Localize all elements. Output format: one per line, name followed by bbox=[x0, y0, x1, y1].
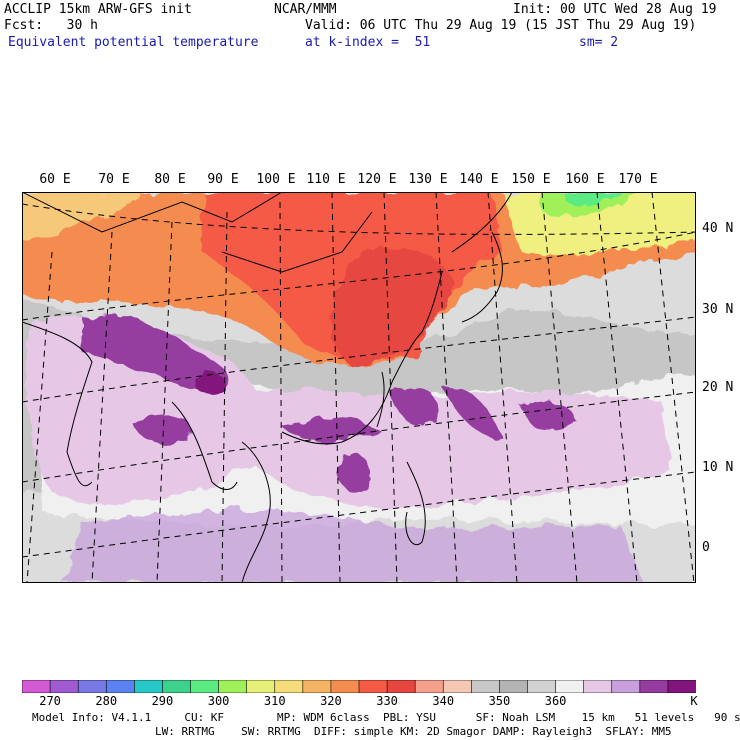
colorbar-swatch bbox=[190, 680, 220, 693]
colorbar-swatch bbox=[471, 680, 501, 693]
lon-label-150e: 150 E bbox=[511, 172, 551, 187]
colorbar-swatch bbox=[583, 680, 613, 693]
model-info-line: Model Info: V4.1.1 CU: KF MP: WDM 6class… bbox=[32, 711, 740, 724]
colorbar-tick-label: 340 bbox=[432, 694, 455, 708]
lon-label-110e: 110 E bbox=[306, 172, 346, 187]
colorbar-unit-label: K bbox=[690, 694, 698, 708]
colorbar-swatch bbox=[22, 680, 51, 693]
colorbar-swatch bbox=[49, 680, 79, 693]
colorbar-swatch bbox=[218, 680, 248, 693]
colorbar-swatch bbox=[527, 680, 557, 693]
lon-label-120e: 120 E bbox=[357, 172, 397, 187]
lon-label-140e: 140 E bbox=[459, 172, 499, 187]
lon-label-170e: 170 E bbox=[618, 172, 658, 187]
colorbar-swatch bbox=[134, 680, 164, 693]
colorbar-tick-label: 300 bbox=[207, 694, 230, 708]
colorbar-tick-label: 270 bbox=[39, 694, 61, 708]
colorbar-swatch bbox=[105, 680, 136, 693]
color-scale-bar bbox=[22, 680, 696, 693]
forecast-hour: Fcst: 30 h bbox=[4, 18, 98, 33]
colorbar-swatch bbox=[358, 680, 388, 693]
colorbar-swatch bbox=[414, 680, 445, 693]
lon-label-100e: 100 E bbox=[256, 172, 296, 187]
physics-info-line: LW: RRTMG SW: RRTMG DIFF: simple KM: 2D … bbox=[155, 725, 672, 738]
colorbar-tick-label: 280 bbox=[95, 694, 118, 708]
lon-label-130e: 130 E bbox=[408, 172, 448, 187]
colorbar-swatch bbox=[77, 680, 108, 693]
colorbar-swatch bbox=[611, 680, 641, 693]
colorbar-tick-label: 360 bbox=[544, 694, 567, 708]
graticule bbox=[22, 192, 696, 583]
colorbar-swatch bbox=[499, 680, 529, 693]
lat-label-0: 0 bbox=[702, 540, 710, 555]
init-time: Init: 00 UTC Wed 28 Aug 19 bbox=[513, 2, 717, 17]
smoothing-label: sm= 2 bbox=[579, 35, 619, 50]
colorbar-swatch bbox=[639, 680, 669, 693]
model-title: ACCLIP 15km ARW-GFS init bbox=[4, 2, 192, 17]
colorbar-swatch bbox=[442, 680, 473, 693]
colorbar-tick-label: 310 bbox=[263, 694, 286, 708]
colorbar-swatch bbox=[555, 680, 585, 693]
colorbar-tick-label: 330 bbox=[376, 694, 398, 708]
shaded-field bbox=[22, 192, 696, 583]
lat-label-40n: 40 N bbox=[702, 221, 734, 236]
colorbar-swatch bbox=[386, 680, 416, 693]
lon-label-90e: 90 E bbox=[207, 172, 239, 187]
lon-label-160e: 160 E bbox=[565, 172, 605, 187]
lat-label-10n: 10 N bbox=[702, 460, 734, 475]
lat-label-30n: 30 N bbox=[702, 302, 734, 317]
lon-label-60e: 60 E bbox=[39, 172, 71, 187]
colorbar-tick-label: 290 bbox=[151, 694, 174, 708]
field-name: Equivalent potential temperature bbox=[8, 35, 259, 50]
lon-label-70e: 70 E bbox=[98, 172, 130, 187]
organization-label: NCAR/MMM bbox=[274, 2, 337, 17]
colorbar-swatch bbox=[667, 680, 696, 693]
coastlines bbox=[22, 192, 513, 583]
map-frame bbox=[22, 192, 696, 583]
lat-label-20n: 20 N bbox=[702, 380, 734, 395]
colorbar-swatch bbox=[162, 680, 192, 693]
colorbar-swatch bbox=[246, 680, 276, 693]
theta-e-map bbox=[22, 192, 696, 583]
lon-label-80e: 80 E bbox=[154, 172, 186, 187]
valid-time: Valid: 06 UTC Thu 29 Aug 19 (15 JST Thu … bbox=[305, 18, 697, 33]
colorbar-tick-label: 320 bbox=[320, 694, 342, 708]
colorbar-swatch bbox=[330, 680, 360, 693]
colorbar-tick-label: 350 bbox=[488, 694, 511, 708]
colorbar-swatch bbox=[302, 680, 332, 693]
colorbar-swatch bbox=[274, 680, 304, 693]
level-index: at k-index = 51 bbox=[305, 35, 431, 50]
